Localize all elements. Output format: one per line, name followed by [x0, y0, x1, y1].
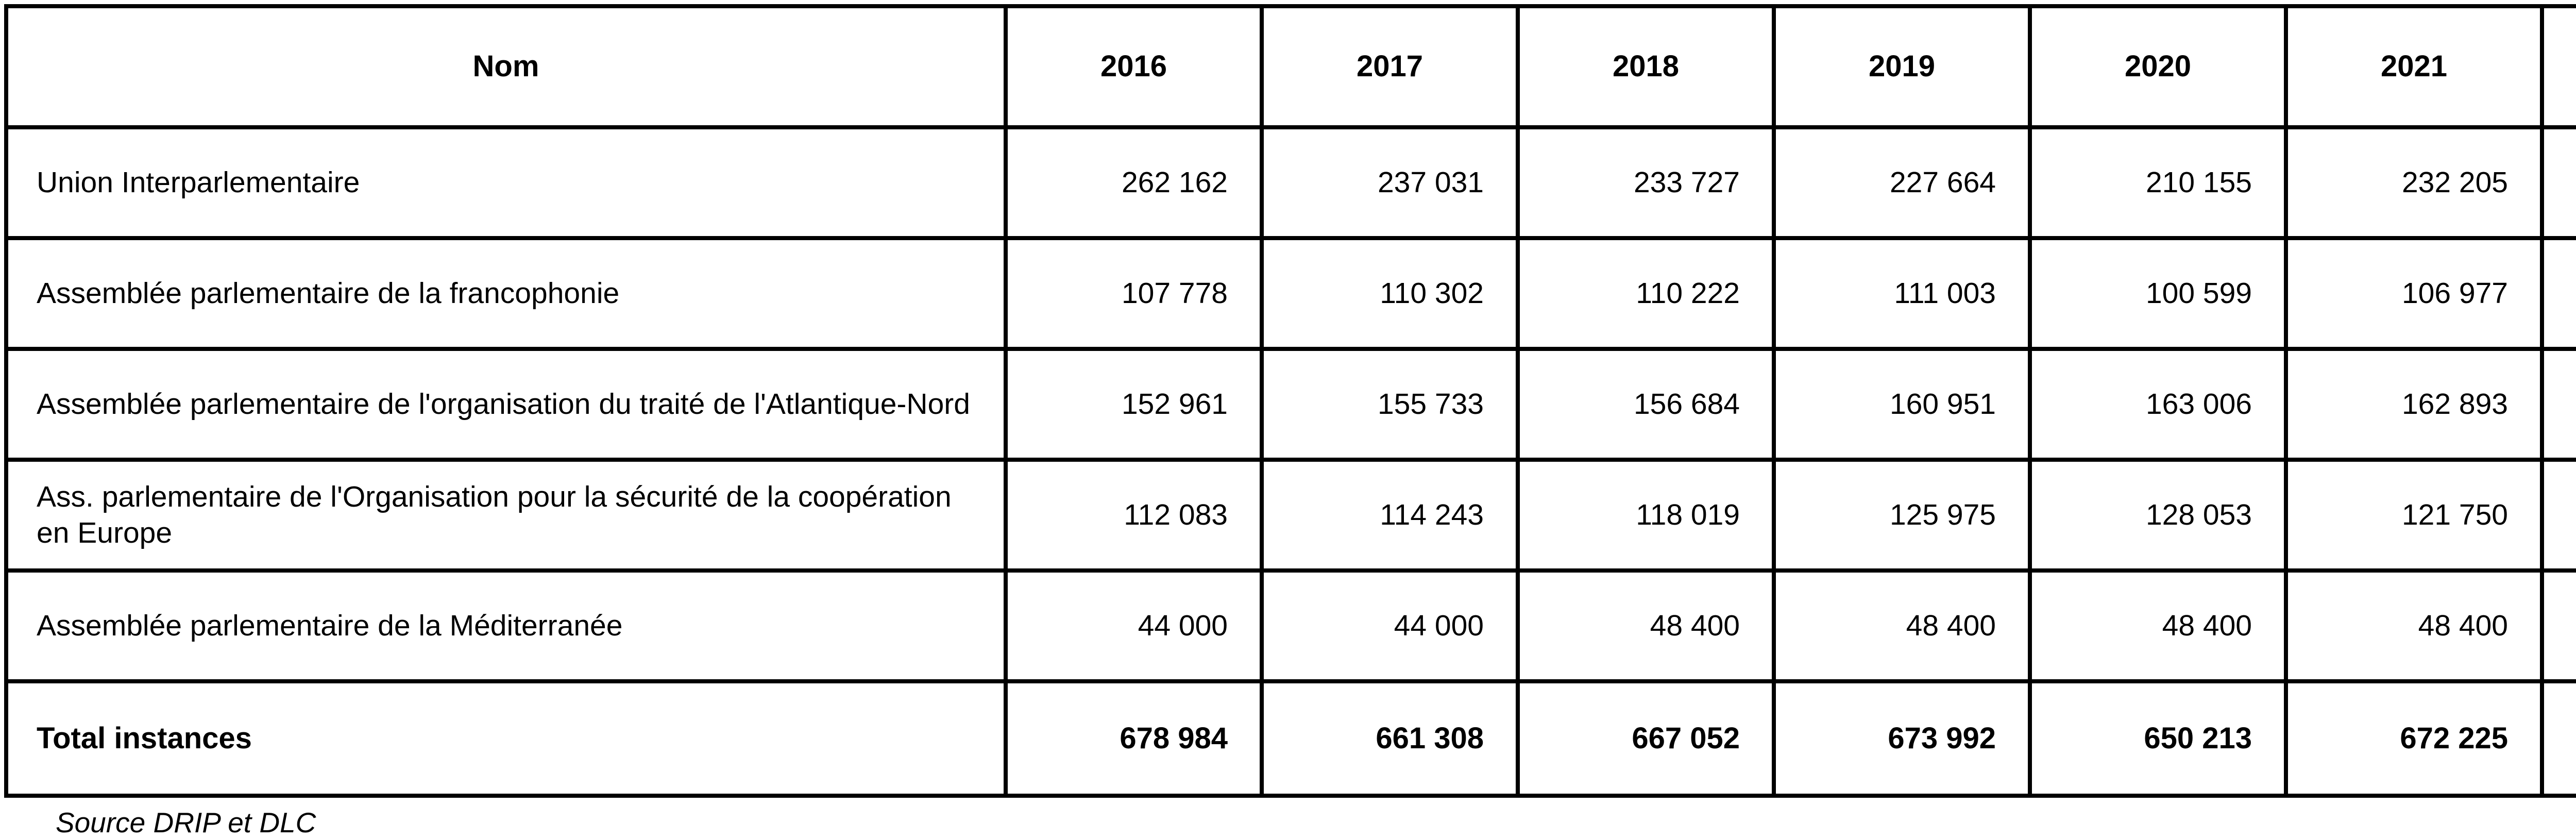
- value-cell-2016: 152 961: [1004, 347, 1264, 462]
- value-cell-2016: 262 162: [1004, 125, 1264, 240]
- value-cell-2016: 112 083: [1004, 458, 1264, 573]
- value-cell-2017: 110 302: [1260, 236, 1520, 351]
- row-label: Ass. parlementaire de l'Organisation pou…: [4, 458, 1008, 573]
- value-cell-2022: 48 400: [2540, 568, 2576, 683]
- value-cell-2017: 237 031: [1260, 125, 1520, 240]
- source-note: Source DRIP et DLC: [56, 807, 316, 838]
- table-row: Assemblée parlementaire de l'organisatio…: [4, 347, 2576, 462]
- value-cell-2022: 248 850: [2540, 125, 2576, 240]
- total-cell-2020: 650 213: [2028, 679, 2288, 798]
- row-label: Assemblée parlementaire de la francophon…: [4, 236, 1008, 351]
- value-cell-2017: 155 733: [1260, 347, 1520, 462]
- total-cell-2022: 706 780: [2540, 679, 2576, 798]
- value-cell-2017: 44 000: [1260, 568, 1520, 683]
- value-cell-2016: 107 778: [1004, 236, 1264, 351]
- column-header-2016: 2016: [1004, 4, 1264, 129]
- column-header-2020: 2020: [2028, 4, 2288, 129]
- value-cell-2021: 106 977: [2284, 236, 2544, 351]
- value-cell-2022: 162 893: [2540, 347, 2576, 462]
- value-cell-2021: 232 205: [2284, 125, 2544, 240]
- column-header-2018: 2018: [1516, 4, 1776, 129]
- value-cell-2017: 114 243: [1260, 458, 1520, 573]
- column-header-2021: 2021: [2284, 4, 2544, 129]
- value-cell-2020: 163 006: [2028, 347, 2288, 462]
- total-cell-2018: 667 052: [1516, 679, 1776, 798]
- table-row: Ass. parlementaire de l'Organisation pou…: [4, 458, 2576, 573]
- value-cell-2018: 233 727: [1516, 125, 1776, 240]
- value-cell-2020: 210 155: [2028, 125, 2288, 240]
- total-cell-2017: 661 308: [1260, 679, 1520, 798]
- value-cell-2018: 118 019: [1516, 458, 1776, 573]
- total-cell-2021: 672 225: [2284, 679, 2544, 798]
- row-label: Assemblée parlementaire de la Méditerran…: [4, 568, 1008, 683]
- table-row: Union Interparlementaire 262 162 237 031…: [4, 125, 2576, 240]
- value-cell-2016: 44 000: [1004, 568, 1264, 683]
- value-cell-2021: 48 400: [2284, 568, 2544, 683]
- value-cell-2019: 111 003: [1772, 236, 2032, 351]
- value-cell-2021: 121 750: [2284, 458, 2544, 573]
- total-label: Total instances: [4, 679, 1008, 798]
- value-cell-2018: 156 684: [1516, 347, 1776, 462]
- column-header-nom: Nom: [4, 4, 1008, 129]
- table-row: Assemblée parlementaire de la Méditerran…: [4, 568, 2576, 683]
- value-cell-2020: 128 053: [2028, 458, 2288, 573]
- value-cell-2019: 227 664: [1772, 125, 2032, 240]
- value-cell-2019: 125 975: [1772, 458, 2032, 573]
- column-header-2017: 2017: [1260, 4, 1520, 129]
- total-cell-2019: 673 992: [1772, 679, 2032, 798]
- value-cell-2019: 48 400: [1772, 568, 2032, 683]
- value-cell-2021: 162 893: [2284, 347, 2544, 462]
- column-header-2022: 2022: [2540, 4, 2576, 129]
- instances-budget-table: Nom 2016 2017 2018 2019 2020 2021 2022 V…: [4, 4, 2576, 798]
- row-label: Assemblée parlementaire de l'organisatio…: [4, 347, 1008, 462]
- value-cell-2019: 160 951: [1772, 347, 2032, 462]
- total-row: Total instances 678 984 661 308 667 052 …: [4, 679, 2576, 798]
- value-cell-2018: 110 222: [1516, 236, 1776, 351]
- value-cell-2018: 48 400: [1516, 568, 1776, 683]
- value-cell-2020: 100 599: [2028, 236, 2288, 351]
- value-cell-2022: 135 267: [2540, 458, 2576, 573]
- value-cell-2020: 48 400: [2028, 568, 2288, 683]
- value-cell-2022: 111 370: [2540, 236, 2576, 351]
- header-row: Nom 2016 2017 2018 2019 2020 2021 2022 V…: [4, 4, 2576, 129]
- total-cell-2016: 678 984: [1004, 679, 1264, 798]
- table-row: Assemblée parlementaire de la francophon…: [4, 236, 2576, 351]
- row-label: Union Interparlementaire: [4, 125, 1008, 240]
- column-header-2019: 2019: [1772, 4, 2032, 129]
